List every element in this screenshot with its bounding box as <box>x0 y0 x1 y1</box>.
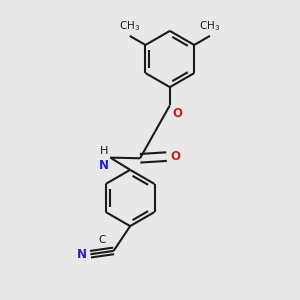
Text: O: O <box>172 107 182 120</box>
Text: H: H <box>100 146 109 156</box>
Text: N: N <box>77 248 87 261</box>
Text: C: C <box>98 235 106 245</box>
Text: O: O <box>170 150 181 163</box>
Text: CH$_3$: CH$_3$ <box>119 20 140 33</box>
Text: CH$_3$: CH$_3$ <box>200 20 220 33</box>
Text: N: N <box>99 159 109 172</box>
